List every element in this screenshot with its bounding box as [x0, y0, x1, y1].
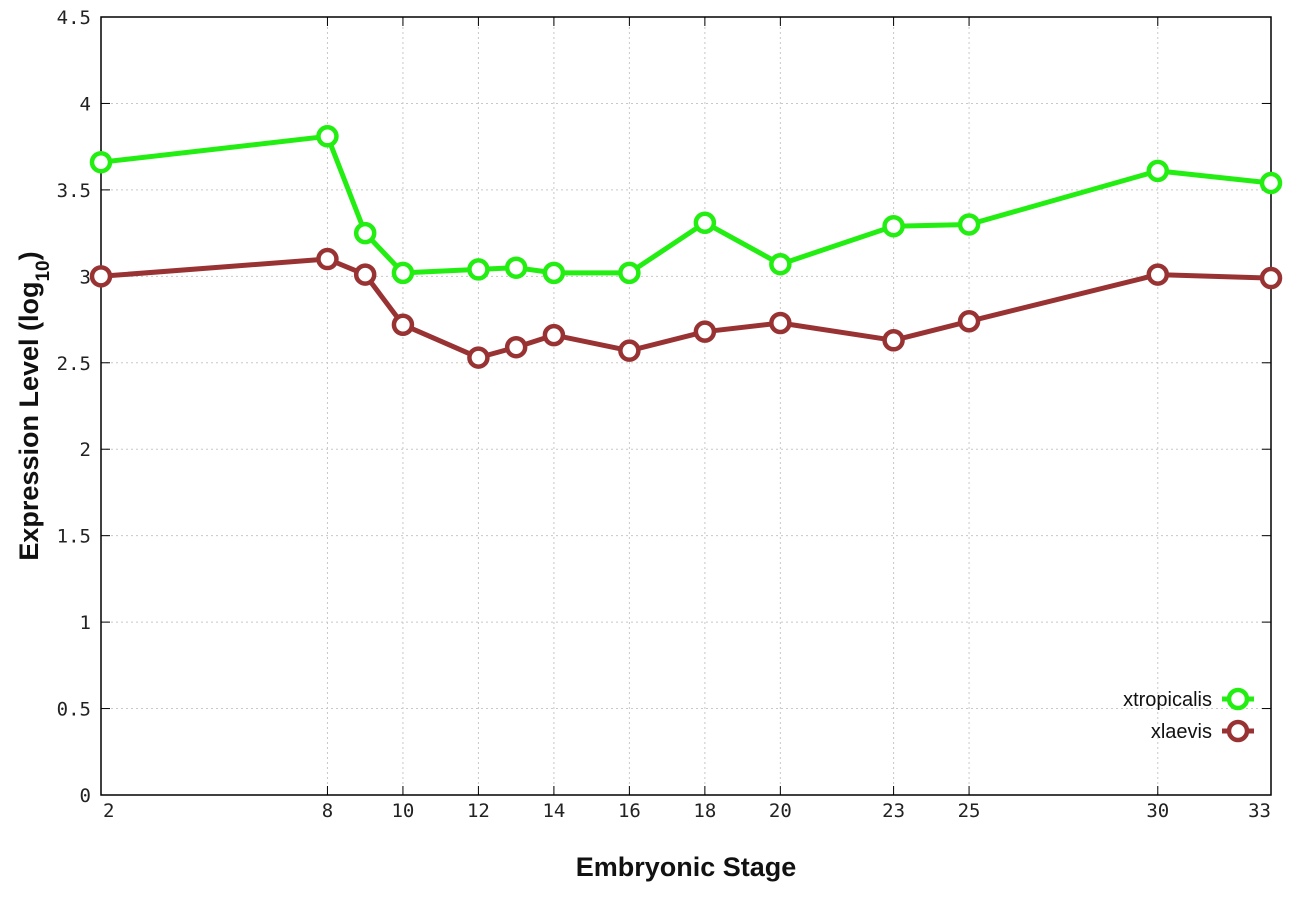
- ticks: [100, 16, 1272, 796]
- y-axis-title-sub: 10: [33, 260, 54, 281]
- data-point: [957, 213, 981, 236]
- data-point: [882, 214, 905, 238]
- series-line: [100, 133, 1272, 276]
- data-point: [1146, 263, 1170, 286]
- grid: [101, 17, 1271, 795]
- data-point: [504, 335, 528, 359]
- x-tick-label: 12: [467, 800, 490, 822]
- x-tick-label: 18: [693, 800, 716, 822]
- series-line: [100, 256, 1272, 361]
- data-point: [957, 310, 981, 333]
- x-axis-title: Embryonic Stage: [576, 852, 797, 882]
- x-tick-label: 23: [882, 800, 905, 822]
- data-point: [693, 320, 717, 343]
- y-tick-label: 3: [80, 266, 91, 288]
- legend-swatch-marker: [1226, 687, 1250, 711]
- data-point: [882, 329, 905, 352]
- data-point: [542, 323, 566, 347]
- data-point: [1259, 266, 1283, 290]
- x-tick-label: 10: [391, 800, 414, 822]
- y-tick-label: 0.5: [57, 699, 91, 721]
- x-tick-label: 33: [1248, 800, 1271, 822]
- y-tick-label: 1.5: [57, 526, 91, 548]
- data-point: [618, 339, 641, 362]
- legend-label: xlaevis: [1151, 721, 1212, 743]
- x-tick-label: 16: [618, 800, 641, 822]
- data-point: [769, 252, 792, 276]
- y-tick-label: 4: [80, 93, 91, 115]
- y-tick-label: 0: [80, 785, 91, 807]
- x-tick-label: 2: [103, 800, 114, 822]
- data-point: [467, 346, 490, 369]
- data-point: [769, 311, 792, 335]
- y-tick-label: 2.5: [57, 353, 91, 375]
- y-axis-title-main: Expression Level (log: [14, 282, 44, 561]
- data-point: [353, 263, 377, 286]
- data-point: [353, 221, 377, 245]
- data-point: [542, 261, 566, 285]
- data-point: [618, 261, 641, 285]
- data-point: [89, 265, 113, 288]
- x-tick-label: 14: [542, 800, 565, 822]
- y-tick-labels: 0 0.5 1 1.5 2 2.5 3 3.5 4 4.5: [57, 7, 91, 807]
- data-point: [391, 313, 415, 336]
- y-tick-label: 1: [80, 612, 91, 634]
- y-tick-label: 2: [80, 439, 91, 461]
- data-point: [504, 256, 528, 279]
- x-tick-label: 8: [322, 800, 333, 822]
- x-tick-label: 25: [958, 800, 981, 822]
- y-axis-title: Expression Level (log10): [14, 251, 54, 560]
- x-tick-labels: 2 8 10 12 14 16 18 20 23 25 30 33: [103, 800, 1271, 822]
- data-point: [316, 125, 339, 148]
- legend-label: xtropicalis: [1123, 689, 1212, 711]
- legend-swatch-marker: [1226, 719, 1250, 743]
- series-layer: [89, 125, 1283, 369]
- x-tick-label: 20: [769, 800, 792, 822]
- y-axis-title-close: ): [14, 251, 44, 260]
- data-point: [693, 211, 717, 234]
- y-tick-label: 4.5: [57, 7, 91, 29]
- data-point: [316, 247, 339, 271]
- legend: xtropicalis xlaevis: [1123, 687, 1254, 743]
- plot-frame: [100, 16, 1272, 796]
- data-point: [467, 258, 490, 281]
- data-point: [1259, 171, 1283, 195]
- data-point: [89, 150, 113, 174]
- y-tick-label: 3.5: [57, 180, 91, 202]
- series-xlaevis: [89, 247, 1283, 369]
- data-point: [1146, 159, 1170, 183]
- x-tick-label: 30: [1146, 800, 1169, 822]
- data-point: [391, 261, 415, 285]
- series-xtropicalis: [89, 125, 1283, 285]
